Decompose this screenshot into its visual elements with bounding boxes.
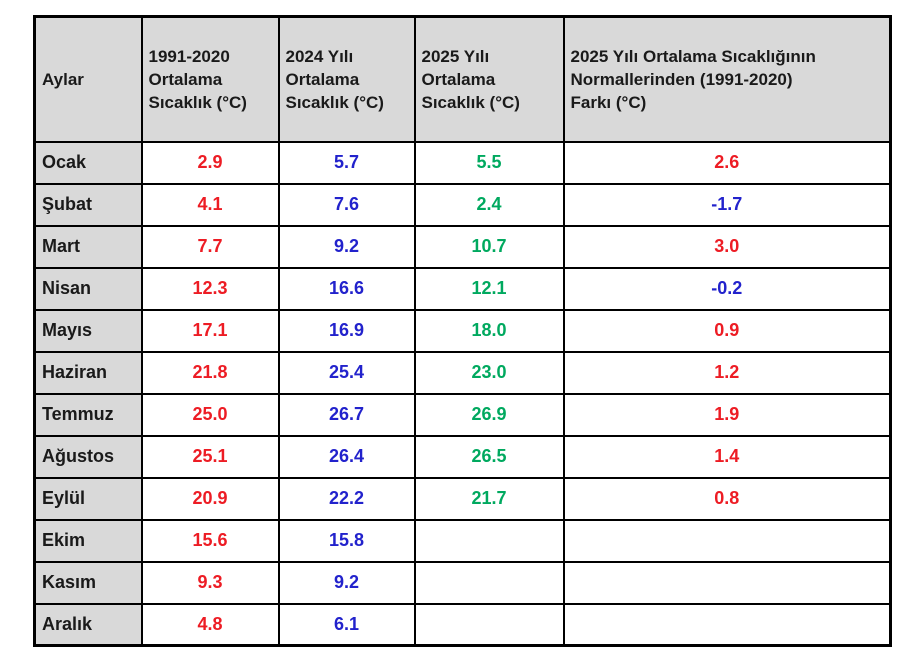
header-fark: 2025 Yılı Ortalama Sıcaklığının Normalle… <box>562 15 892 143</box>
cell-2025: 10.7 <box>413 224 565 269</box>
cell-fark: -0.2 <box>562 266 892 311</box>
cell-2024: 9.2 <box>277 224 416 269</box>
table-row: Ağustos 25.1 26.4 26.5 1.4 <box>33 434 892 479</box>
table-row: Mart 7.7 9.2 10.7 3.0 <box>33 224 892 269</box>
cell-fark: 0.8 <box>562 476 892 521</box>
cell-month: Nisan <box>33 266 143 311</box>
cell-fark <box>562 560 892 605</box>
cell-fark: 1.9 <box>562 392 892 437</box>
cell-normal-1991-2020: 4.8 <box>140 602 280 647</box>
cell-2024: 6.1 <box>277 602 416 647</box>
cell-2024: 9.2 <box>277 560 416 605</box>
cell-2025: 18.0 <box>413 308 565 353</box>
table-row: Temmuz 25.0 26.7 26.9 1.9 <box>33 392 892 437</box>
cell-2024: 26.7 <box>277 392 416 437</box>
header-2024: 2024 Yılı Ortalama Sıcaklık (°C) <box>277 15 416 143</box>
cell-normal-1991-2020: 2.9 <box>140 140 280 185</box>
cell-2025 <box>413 602 565 647</box>
cell-month: Şubat <box>33 182 143 227</box>
cell-normal-1991-2020: 4.1 <box>140 182 280 227</box>
cell-month: Ağustos <box>33 434 143 479</box>
cell-2024: 16.9 <box>277 308 416 353</box>
cell-normal-1991-2020: 21.8 <box>140 350 280 395</box>
cell-normal-1991-2020: 12.3 <box>140 266 280 311</box>
table-row: Ekim 15.6 15.8 <box>33 518 892 563</box>
cell-fark: 3.0 <box>562 224 892 269</box>
table-row: Haziran 21.8 25.4 23.0 1.2 <box>33 350 892 395</box>
cell-fark <box>562 518 892 563</box>
cell-2024: 26.4 <box>277 434 416 479</box>
cell-2024: 7.6 <box>277 182 416 227</box>
table-row: Kasım 9.3 9.2 <box>33 560 892 605</box>
cell-normal-1991-2020: 7.7 <box>140 224 280 269</box>
cell-month: Mayıs <box>33 308 143 353</box>
cell-fark: 1.4 <box>562 434 892 479</box>
cell-month: Ocak <box>33 140 143 185</box>
cell-2025: 5.5 <box>413 140 565 185</box>
cell-month: Ekim <box>33 518 143 563</box>
page: Aylar 1991-2020 Ortalama Sıcaklık (°C) 2… <box>33 15 892 647</box>
cell-normal-1991-2020: 9.3 <box>140 560 280 605</box>
header-2025: 2025 Yılı Ortalama Sıcaklık (°C) <box>413 15 565 143</box>
cell-2025 <box>413 518 565 563</box>
table-row: Aralık 4.8 6.1 <box>33 602 892 647</box>
cell-fark: 1.2 <box>562 350 892 395</box>
cell-2025: 12.1 <box>413 266 565 311</box>
header-1991-2020: 1991-2020 Ortalama Sıcaklık (°C) <box>140 15 280 143</box>
cell-fark: 2.6 <box>562 140 892 185</box>
cell-normal-1991-2020: 25.1 <box>140 434 280 479</box>
cell-2024: 5.7 <box>277 140 416 185</box>
cell-normal-1991-2020: 17.1 <box>140 308 280 353</box>
temperature-table: Aylar 1991-2020 Ortalama Sıcaklık (°C) 2… <box>33 15 892 647</box>
table-row: Mayıs 17.1 16.9 18.0 0.9 <box>33 308 892 353</box>
cell-month: Eylül <box>33 476 143 521</box>
cell-normal-1991-2020: 25.0 <box>140 392 280 437</box>
cell-month: Kasım <box>33 560 143 605</box>
cell-2025: 2.4 <box>413 182 565 227</box>
cell-normal-1991-2020: 15.6 <box>140 518 280 563</box>
cell-2024: 25.4 <box>277 350 416 395</box>
cell-2024: 15.8 <box>277 518 416 563</box>
cell-2025 <box>413 560 565 605</box>
cell-2025: 21.7 <box>413 476 565 521</box>
cell-fark: -1.7 <box>562 182 892 227</box>
cell-2025: 26.9 <box>413 392 565 437</box>
table-row: Şubat 4.1 7.6 2.4 -1.7 <box>33 182 892 227</box>
table-row: Ocak 2.9 5.7 5.5 2.6 <box>33 140 892 185</box>
cell-month: Mart <box>33 224 143 269</box>
cell-fark: 0.9 <box>562 308 892 353</box>
cell-2024: 16.6 <box>277 266 416 311</box>
cell-fark <box>562 602 892 647</box>
cell-2025: 23.0 <box>413 350 565 395</box>
cell-month: Temmuz <box>33 392 143 437</box>
table-row: Nisan 12.3 16.6 12.1 -0.2 <box>33 266 892 311</box>
table-row: Eylül 20.9 22.2 21.7 0.8 <box>33 476 892 521</box>
cell-normal-1991-2020: 20.9 <box>140 476 280 521</box>
header-row: Aylar 1991-2020 Ortalama Sıcaklık (°C) 2… <box>33 15 892 143</box>
cell-month: Haziran <box>33 350 143 395</box>
cell-month: Aralık <box>33 602 143 647</box>
cell-2024: 22.2 <box>277 476 416 521</box>
header-aylar: Aylar <box>33 15 143 143</box>
cell-2025: 26.5 <box>413 434 565 479</box>
